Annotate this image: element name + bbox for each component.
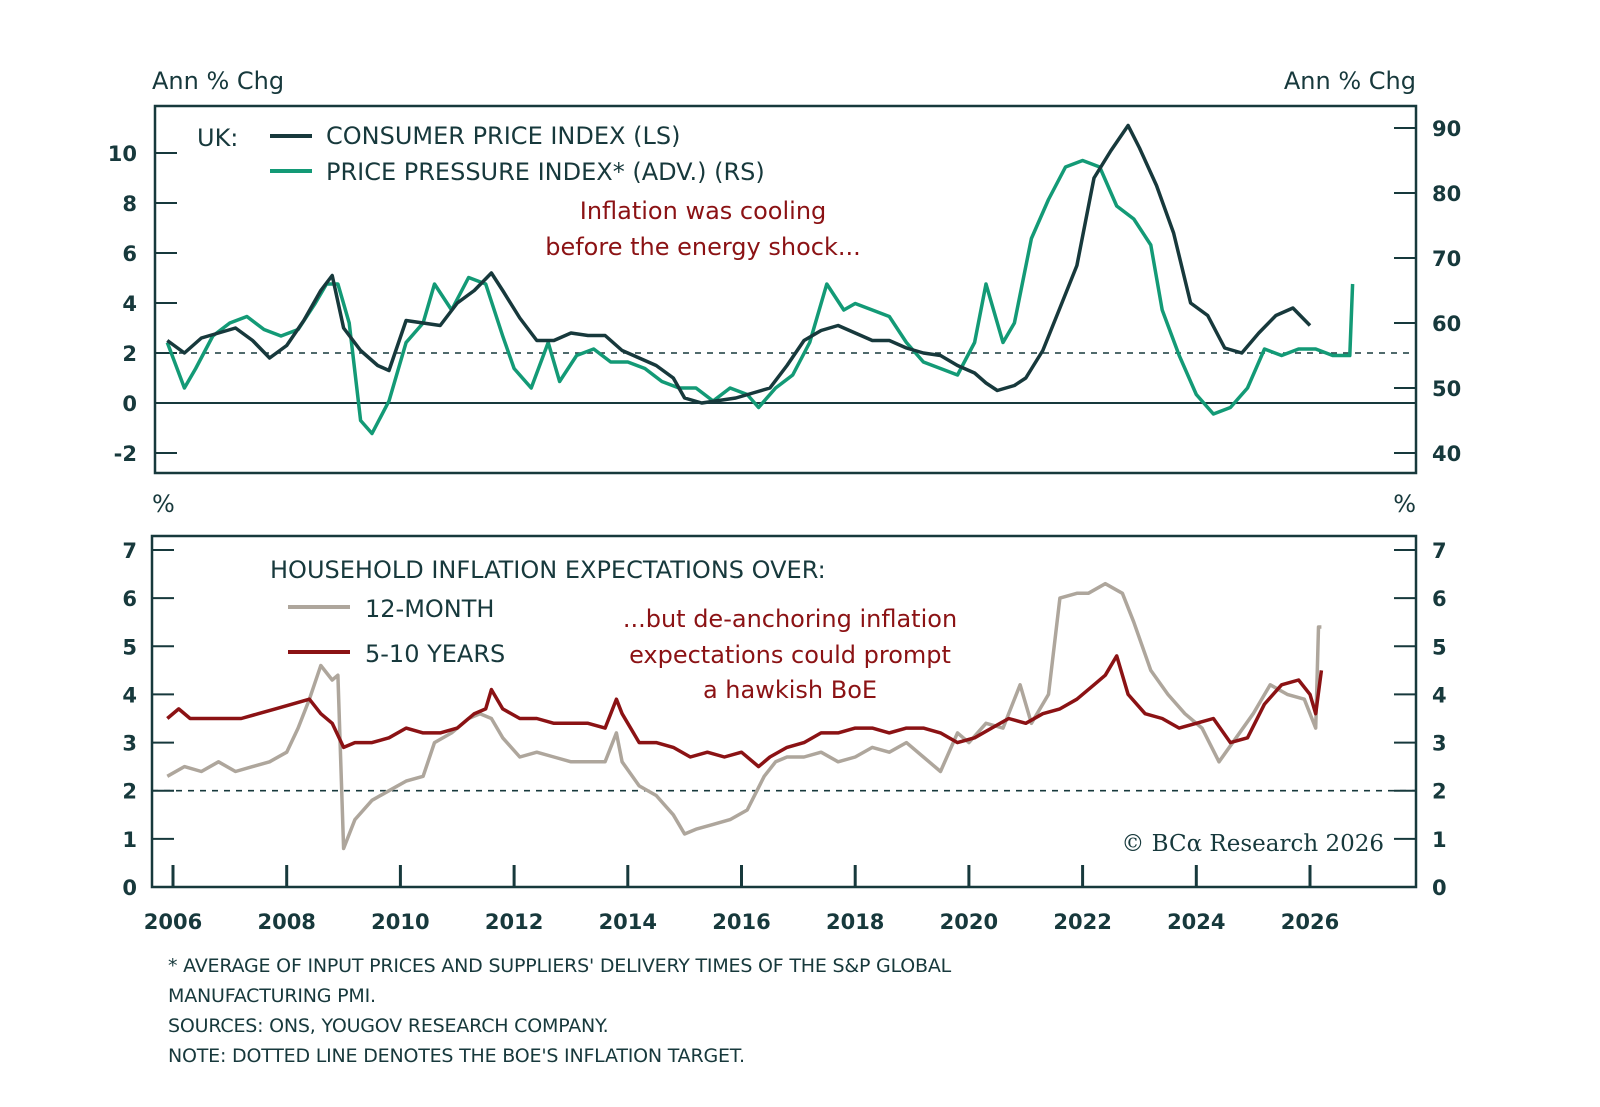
y-tick-label-left: 3 [122,732,137,756]
legend-prefix: UK: [197,124,238,152]
x-tick-label: 2010 [371,910,429,934]
x-tick-label: 2014 [599,910,657,934]
annotation-bottom-line1: ...but de-anchoring inflation [623,605,957,633]
bottom-left-axis-title: % [152,490,175,518]
series-line-5-10-years [166,654,1324,769]
top-series-group [165,123,1355,436]
y-tick-label-left: 0 [122,876,137,900]
bottom-right-axis-title: % [1393,490,1416,518]
x-axis: 2006 2008 2010 2012 2014 2016 2018 2020 2022 2024… [144,865,1339,934]
y-tick-label-right: 4 [1432,683,1447,707]
annotation-bottom-line2: expectations could prompt [629,641,951,669]
y-tick-label-left: 10 [108,142,137,166]
legend-label-ppi: PRICE PRESSURE INDEX* (ADV.) (RS) [326,158,765,186]
footnote-asterisk: * AVERAGE OF INPUT PRICES AND SUPPLIERS'… [168,955,952,977]
copyright-watermark: © BCα Research 2026 [1121,831,1384,857]
x-tick-label: 2026 [1281,910,1339,934]
series-line-12-month [166,581,1322,851]
y-tick-label-left: 0 [122,392,137,416]
annotation-top-line1: Inflation was cooling [580,197,827,225]
top-right-axis-title: Ann % Chg [1284,67,1416,95]
legend-title-expectations: HOUSEHOLD INFLATION EXPECTATIONS OVER: [270,556,826,584]
x-tick-label: 2020 [940,910,998,934]
annotation-bottom-line3: a hawkish BoE [703,676,877,704]
y-tick-label-left: 7 [122,539,137,563]
y-tick-label-right: 90 [1432,117,1461,141]
bottom-legend: HOUSEHOLD INFLATION EXPECTATIONS OVER: 1… [270,556,826,668]
y-tick-label-right: 40 [1432,442,1461,466]
top-plot-frame [153,104,1418,475]
annotation-top-line2: before the energy shock... [545,233,861,261]
footnote-note: NOTE: DOTTED LINE DENOTES THE BOE'S INFL… [168,1045,745,1067]
footnote-sources: SOURCES: ONS, YOUGOV RESEARCH COMPANY. [168,1015,609,1037]
y-tick-label-left: 1 [122,828,137,852]
y-tick-label-right: 6 [1432,587,1447,611]
y-tick-label-right: 50 [1432,377,1461,401]
y-tick-label-right: 70 [1432,247,1461,271]
x-tick-label: 2022 [1053,910,1111,934]
y-tick-label-right: 1 [1432,828,1447,852]
x-tick-label: 2024 [1167,910,1225,934]
bottom-annotation: ...but de-anchoring inflation expectatio… [623,605,957,704]
y-tick-label-right: 80 [1432,182,1461,206]
legend-label-5-10y: 5-10 YEARS [365,640,505,668]
bottom-series-group [166,581,1324,851]
y-tick-label-left: 4 [122,683,137,707]
x-tick-label: 2008 [257,910,315,934]
top-left-axis-title: Ann % Chg [152,67,284,95]
bottom-left-axis: 0 1 2 3 4 5 6 7 [122,539,174,900]
x-tick-label: 2016 [712,910,770,934]
bottom-right-axis: 0 1 2 3 4 5 6 7 [1394,539,1447,900]
y-tick-label-right: 0 [1432,876,1447,900]
y-tick-label-right: 60 [1432,312,1461,336]
y-tick-label-right: 7 [1432,539,1447,563]
top-right-axis: 40 50 60 70 80 90 [1394,117,1461,466]
series-line-cpi [166,123,1312,405]
legend-label-cpi: CONSUMER PRICE INDEX (LS) [326,122,680,150]
y-tick-label-right: 5 [1432,635,1447,659]
y-tick-label-left: 6 [122,587,137,611]
y-tick-label-left: -2 [114,442,137,466]
y-tick-label-left: 8 [122,192,137,216]
x-tick-label: 2006 [144,910,202,934]
y-tick-label-left: 6 [122,242,137,266]
series-line-price-pressure [165,158,1355,436]
y-tick-label-right: 3 [1432,732,1447,756]
x-tick-label: 2012 [485,910,543,934]
x-tick-label: 2018 [826,910,884,934]
bottom-plot-frame [150,534,1418,889]
y-tick-label-right: 2 [1432,780,1447,804]
top-annotation: Inflation was cooling before the energy … [545,197,861,261]
legend-label-12m: 12-MONTH [365,595,494,623]
y-tick-label-left: 5 [122,635,137,659]
top-legend: UK: CONSUMER PRICE INDEX (LS) PRICE PRES… [197,122,765,186]
y-tick-label-left: 2 [122,780,137,804]
y-tick-label-left: 4 [122,292,137,316]
top-left-axis: -2 0 2 4 6 8 10 [108,142,177,466]
top-panel: Ann % Chg Ann % Chg -2 0 2 4 6 8 10 40 50 60 70 80… [108,67,1461,475]
y-tick-label-left: 2 [122,342,137,366]
footnote-asterisk-cont: MANUFACTURING PMI. [168,985,376,1007]
